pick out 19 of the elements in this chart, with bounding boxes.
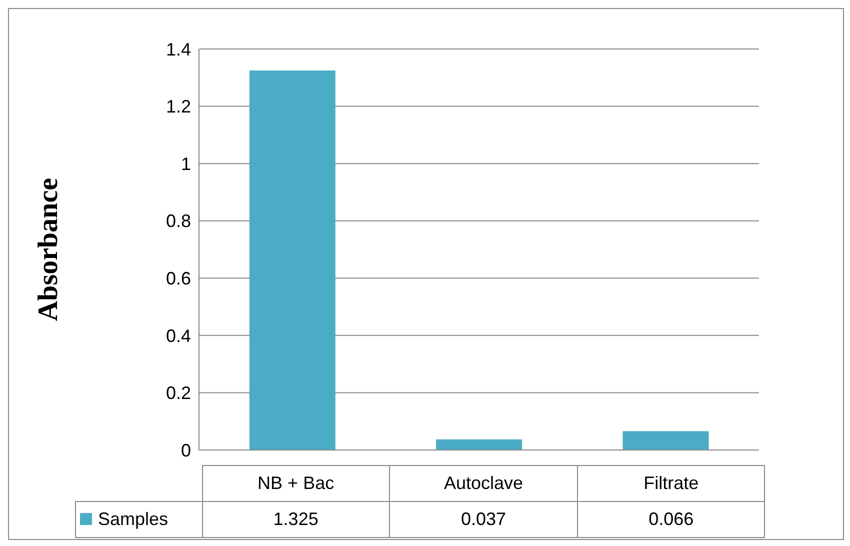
y-tick-label: 0.4 — [166, 326, 191, 346]
bar — [249, 70, 336, 450]
x-tick-label: Filtrate — [577, 466, 765, 502]
y-tick-label: 0 — [180, 440, 191, 460]
data-label: 0.037 — [390, 502, 578, 538]
bar — [436, 439, 522, 450]
y-tick-label: 1.2 — [166, 96, 191, 117]
y-tick-label: 0.8 — [166, 211, 191, 232]
x-tick-label: Autoclave — [390, 466, 578, 502]
data-label: 1.325 — [202, 502, 390, 538]
y-tick-label: 0.6 — [166, 268, 191, 289]
y-tick-label: 1 — [180, 154, 191, 174]
y-tick-label: 0.2 — [166, 383, 191, 404]
x-tick-label: NB + Bac — [202, 466, 390, 502]
bar — [622, 431, 709, 450]
y-axis-title: Absorbance — [32, 178, 64, 322]
data-label: 0.066 — [577, 502, 765, 538]
y-tick-label: 1.4 — [166, 39, 191, 60]
legend-label: Samples — [97, 509, 168, 529]
